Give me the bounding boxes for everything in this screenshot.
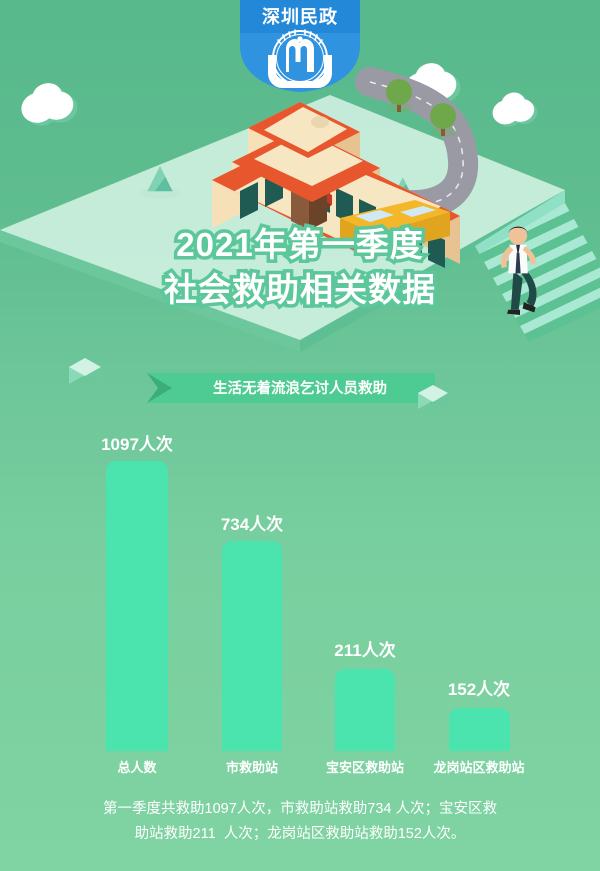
- svg-text:深圳民政: 深圳民政: [262, 6, 338, 27]
